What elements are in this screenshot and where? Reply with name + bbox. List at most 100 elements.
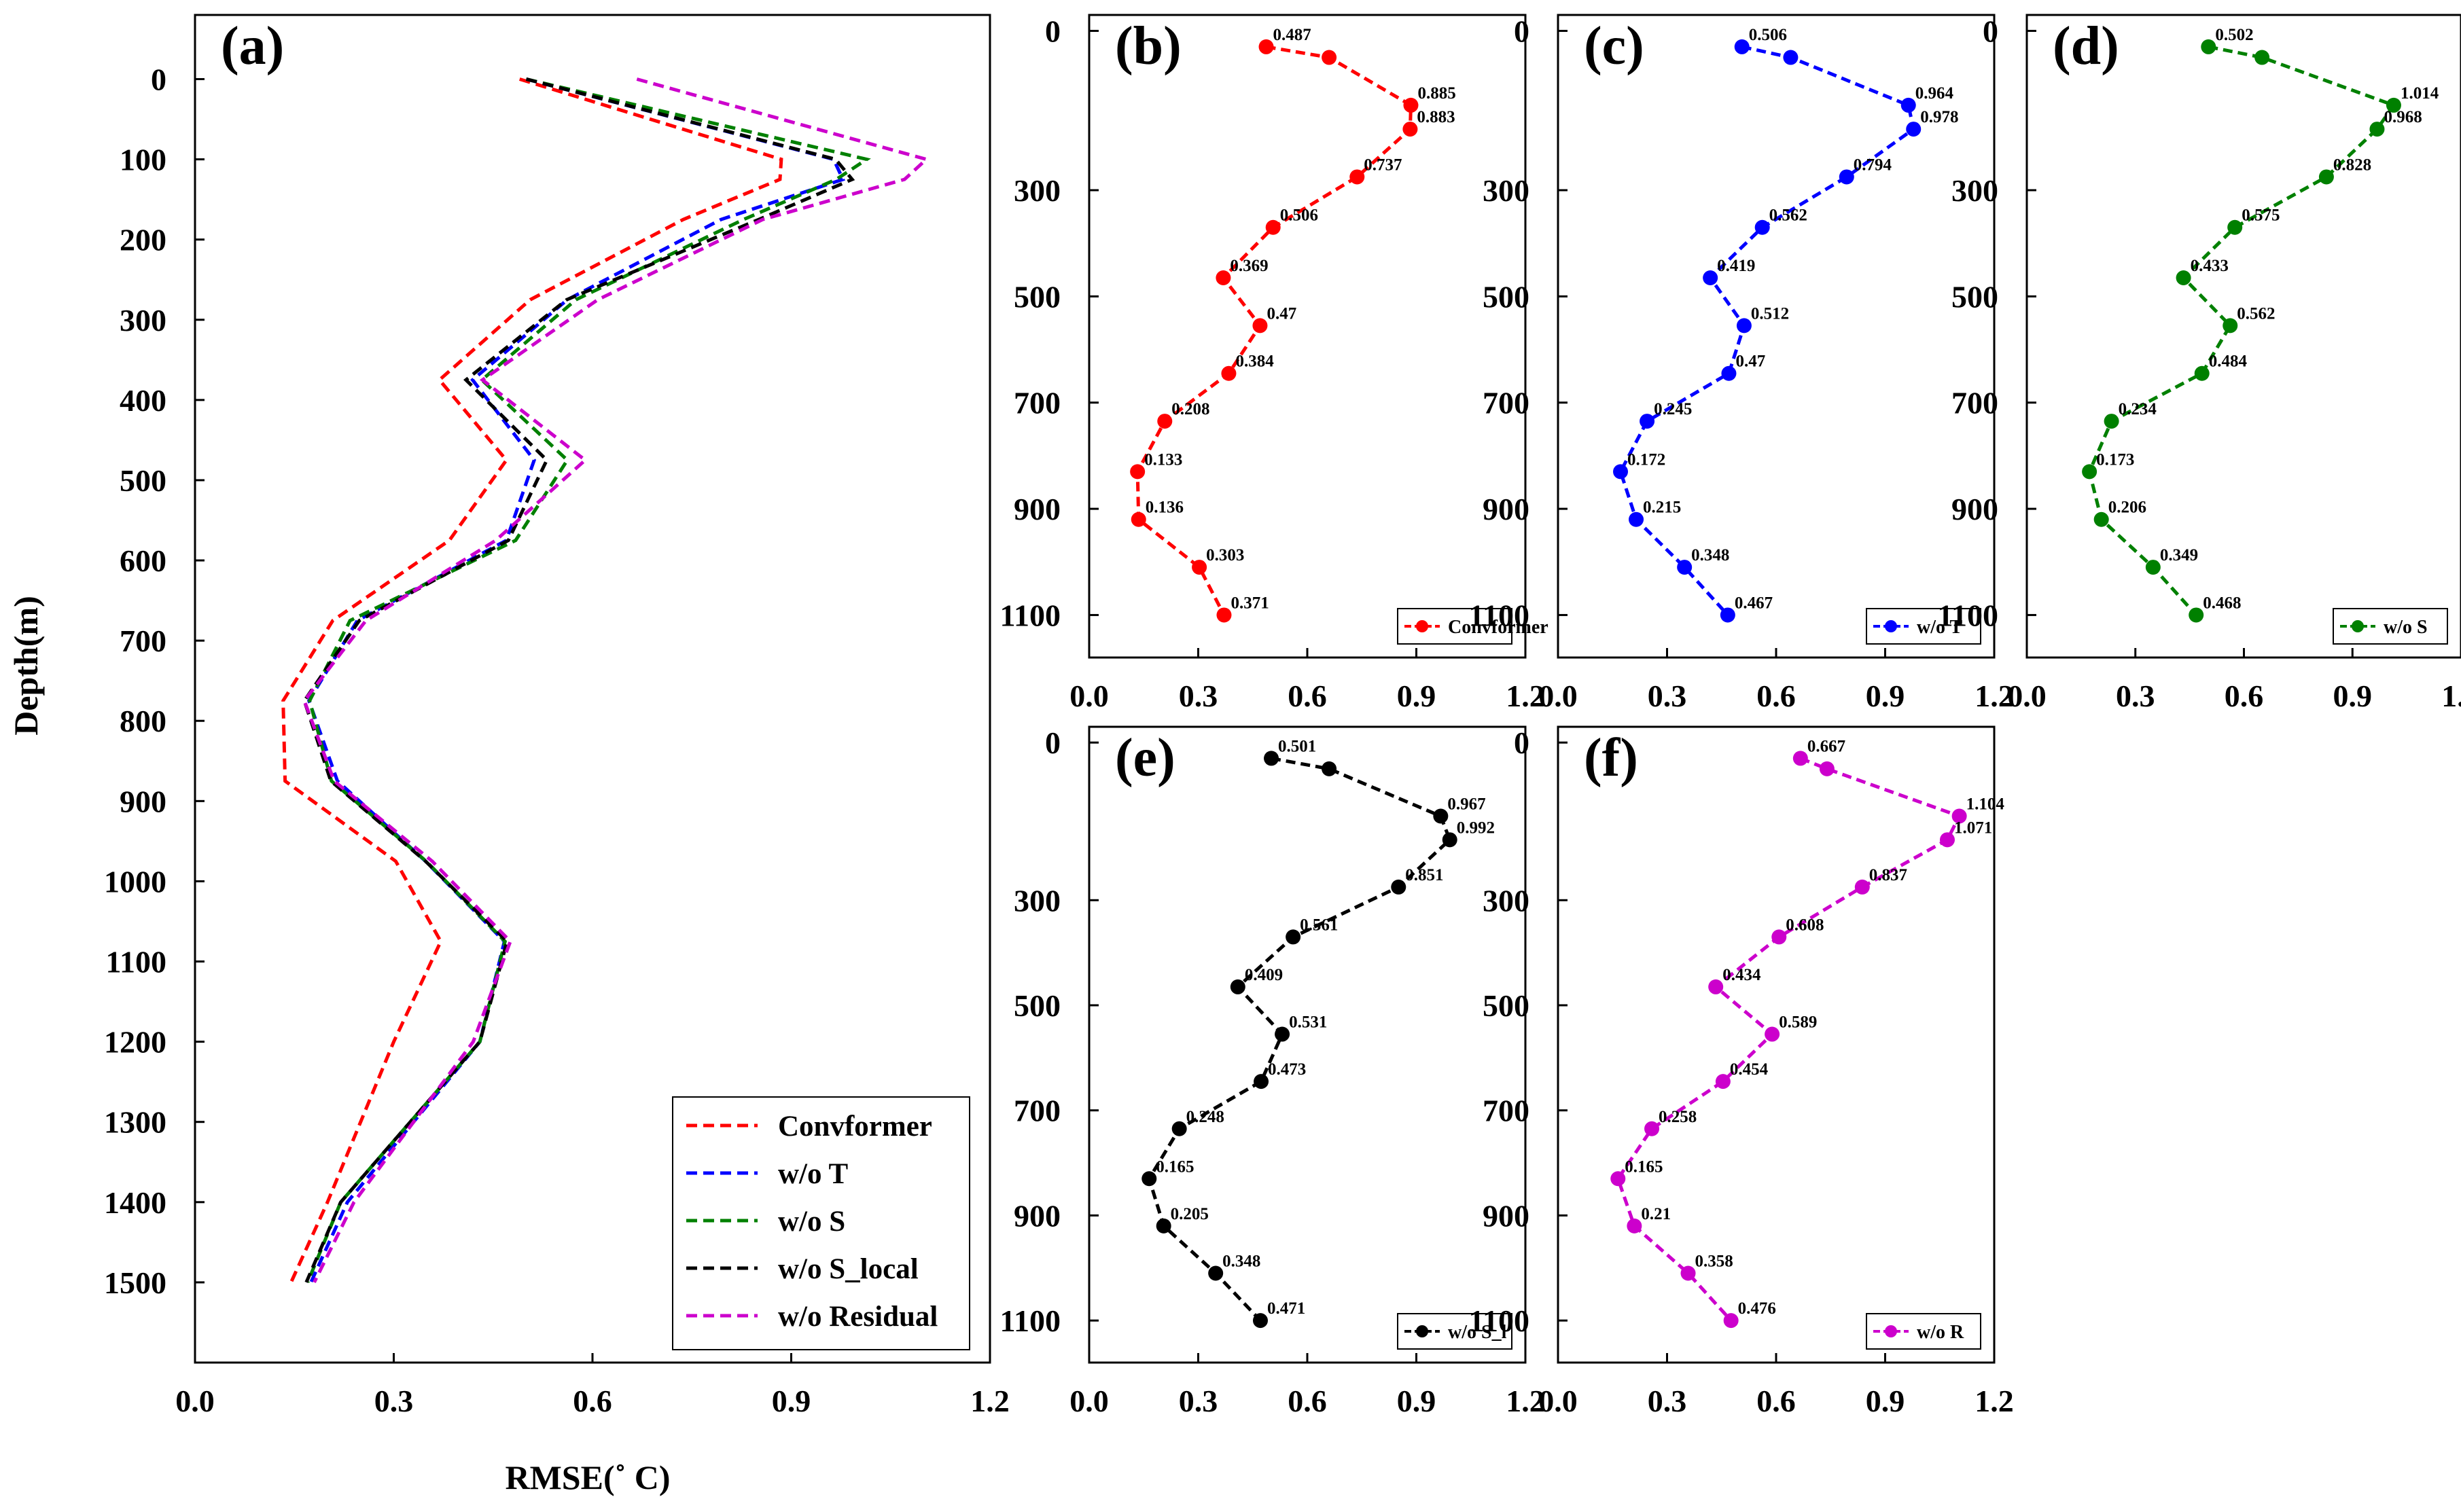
y-tick-label: 500 bbox=[1483, 988, 1529, 1023]
data-label: 0.476 bbox=[1738, 1299, 1776, 1318]
y-tick-label: 700 bbox=[120, 624, 166, 658]
data-label: 0.234 bbox=[2119, 400, 2157, 418]
x-tick-label: 1.2 bbox=[1506, 1384, 1545, 1418]
data-label: 0.737 bbox=[1364, 156, 1402, 174]
y-tick-label: 1300 bbox=[104, 1105, 166, 1140]
data-label: 0.215 bbox=[1643, 499, 1681, 517]
y-tick-label: 900 bbox=[1951, 492, 1998, 526]
data-point bbox=[1734, 39, 1750, 54]
data-point bbox=[1819, 761, 1835, 776]
data-label: 0.828 bbox=[2333, 156, 2371, 174]
data-label: 0.303 bbox=[1206, 546, 1244, 564]
y-tick-label: 1100 bbox=[1000, 598, 1061, 632]
data-label: 0.883 bbox=[1417, 108, 1455, 126]
y-tick-label: 600 bbox=[120, 543, 166, 578]
data-label: 0.47 bbox=[1267, 304, 1296, 323]
y-tick-label: 1400 bbox=[104, 1185, 166, 1220]
legend-label: w/o T bbox=[778, 1158, 848, 1190]
y-tick-label: 100 bbox=[120, 143, 166, 177]
data-point bbox=[1221, 365, 1237, 381]
data-point bbox=[1765, 1026, 1780, 1042]
data-label: 0.967 bbox=[1447, 795, 1485, 814]
y-tick-label: 1100 bbox=[1938, 598, 1998, 632]
data-point bbox=[1252, 318, 1268, 334]
data-label: 0.837 bbox=[1869, 866, 1907, 884]
data-label: 0.794 bbox=[1854, 156, 1892, 174]
y-tick-label: 1100 bbox=[106, 945, 166, 979]
data-label: 0.667 bbox=[1807, 737, 1845, 755]
legend-label: w/o T bbox=[1917, 617, 1962, 638]
y-tick-label: 300 bbox=[1483, 173, 1529, 208]
data-label: 0.851 bbox=[1405, 866, 1443, 884]
x-tick-label: 1.2 bbox=[1975, 1384, 2014, 1418]
legend-marker bbox=[2352, 620, 2364, 632]
series-line bbox=[1616, 757, 1962, 1322]
x-tick-label: 0.6 bbox=[1288, 679, 1327, 713]
data-point bbox=[1771, 929, 1787, 945]
data-label: 0.165 bbox=[1156, 1157, 1194, 1176]
data-label: 1.104 bbox=[1966, 795, 2005, 814]
x-tick-label: 0.6 bbox=[573, 1384, 612, 1418]
legend-label: w/o S_l bbox=[1448, 1322, 1507, 1343]
x-tick-label: 1.2 bbox=[970, 1384, 1010, 1418]
data-label: 0.409 bbox=[1245, 966, 1283, 984]
data-point bbox=[1171, 1121, 1187, 1136]
data-label: 0.885 bbox=[1417, 84, 1455, 103]
data-label: 0.384 bbox=[1235, 353, 1274, 371]
x-tick-label: 0.3 bbox=[1179, 679, 1218, 713]
y-tick-label: 900 bbox=[1014, 492, 1061, 526]
data-point bbox=[1792, 751, 1808, 766]
panel-label: (b) bbox=[1115, 16, 1182, 76]
data-point bbox=[1442, 832, 1457, 848]
y-tick-label: 0 bbox=[1983, 14, 1998, 48]
data-point bbox=[2093, 511, 2109, 527]
x-tick-label: 0.3 bbox=[1179, 1384, 1218, 1418]
data-label: 1.071 bbox=[1954, 818, 1992, 837]
x-tick-label: 0.0 bbox=[1538, 679, 1578, 713]
data-label: 0.575 bbox=[2242, 206, 2280, 225]
data-point bbox=[1216, 270, 1231, 285]
panel-a: 0.0 0.3 0.6 0.9 1.2 0 100 200 300 400 500 600 700 800… bbox=[104, 14, 1010, 1418]
data-label: 0.173 bbox=[2096, 450, 2134, 469]
data-label: 0.978 bbox=[1920, 108, 1958, 126]
legend-marker bbox=[1416, 1325, 1428, 1337]
panel-label: (f) bbox=[1584, 728, 1638, 788]
data-point bbox=[1720, 607, 1735, 623]
panel-c: 0.0 0.3 0.6 0.9 1.2 0 300 500 700 900 1100 (c) 0.506… bbox=[1469, 14, 2014, 713]
y-tick-label: 900 bbox=[120, 784, 166, 818]
data-label: 0.471 bbox=[1267, 1299, 1305, 1318]
data-point bbox=[1208, 1265, 1224, 1281]
x-tick-label: 0.9 bbox=[1866, 1384, 1905, 1418]
y-tick-label: 300 bbox=[120, 303, 166, 338]
data-point bbox=[1721, 365, 1737, 381]
data-label: 0.205 bbox=[1171, 1205, 1209, 1223]
data-point bbox=[1157, 414, 1173, 429]
data-point bbox=[1703, 270, 1718, 285]
data-point bbox=[1900, 97, 1916, 113]
data-label: 0.248 bbox=[1186, 1108, 1224, 1126]
data-label: 0.419 bbox=[1717, 257, 1755, 275]
series-line bbox=[302, 77, 930, 1284]
data-point bbox=[2104, 414, 2119, 429]
data-point bbox=[1627, 1218, 1642, 1234]
y-axis-title: Depth(m) bbox=[7, 596, 45, 736]
data-point bbox=[2176, 270, 2191, 285]
legend-label: w/o Residual bbox=[778, 1301, 938, 1333]
legend-box bbox=[672, 1096, 970, 1350]
y-tick-label: 1100 bbox=[1000, 1303, 1061, 1338]
data-point bbox=[1723, 1313, 1739, 1329]
data-label: 0.172 bbox=[1627, 450, 1665, 469]
x-tick-label: 0.3 bbox=[1648, 1384, 1687, 1418]
data-label: 0.21 bbox=[1641, 1205, 1671, 1223]
y-tick-label: 300 bbox=[1014, 883, 1061, 918]
data-point bbox=[1708, 979, 1724, 994]
panel-f: 0.0 0.3 0.6 0.9 1.2 0 300 500 700 900 1100 (f) 0.667… bbox=[1469, 725, 2014, 1418]
data-label: 0.506 bbox=[1280, 206, 1318, 225]
y-tick-label: 500 bbox=[1483, 279, 1529, 314]
data-point bbox=[1216, 607, 1232, 623]
y-tick-label: 500 bbox=[1014, 279, 1061, 314]
y-tick-label: 0 bbox=[1045, 14, 1061, 48]
data-label: 0.487 bbox=[1273, 26, 1311, 44]
panel-label: (d) bbox=[2053, 16, 2119, 76]
data-label: 0.562 bbox=[2237, 304, 2275, 323]
